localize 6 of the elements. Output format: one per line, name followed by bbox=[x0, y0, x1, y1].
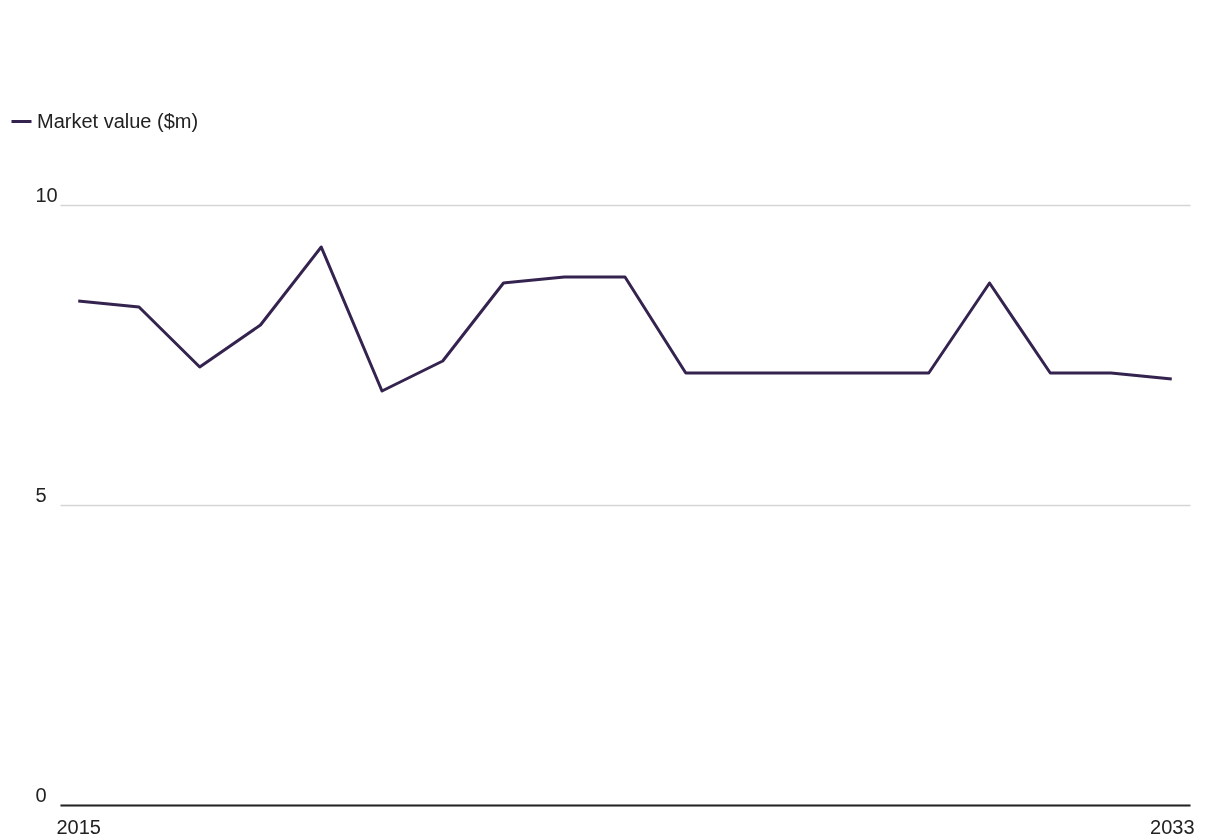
y-tick-label: 5 bbox=[35, 483, 47, 506]
legend-label: Market value ($m) bbox=[37, 109, 199, 132]
x-tick-label: 2033 bbox=[1150, 815, 1195, 836]
y-tick-label: 10 bbox=[35, 183, 58, 206]
x-tick-label: 2015 bbox=[56, 815, 101, 836]
y-tick-label: 0 bbox=[35, 783, 47, 806]
